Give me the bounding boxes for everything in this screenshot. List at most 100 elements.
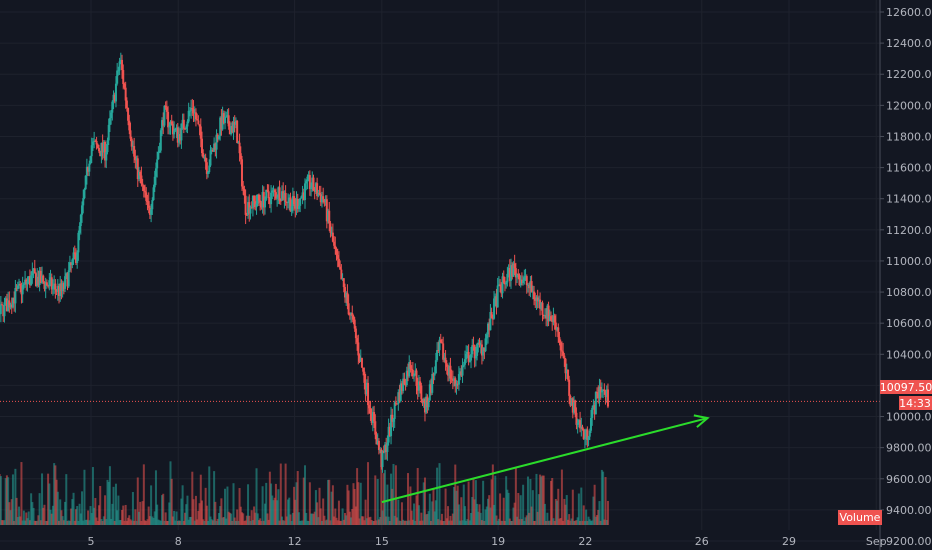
volume-bar bbox=[485, 506, 488, 525]
volume-bar bbox=[319, 508, 322, 525]
candle-body bbox=[290, 206, 293, 212]
candle-body bbox=[391, 414, 394, 422]
volume-bar bbox=[274, 483, 277, 525]
candle-body bbox=[589, 417, 592, 431]
candle-body bbox=[272, 190, 275, 192]
candle-body bbox=[267, 191, 270, 199]
volume-bar bbox=[382, 473, 385, 525]
candle-body bbox=[163, 105, 166, 126]
candle-body bbox=[287, 201, 290, 203]
volume-bar bbox=[205, 505, 208, 525]
volume-bar bbox=[535, 473, 538, 525]
candle-body bbox=[174, 128, 177, 131]
volume-bar bbox=[450, 520, 453, 525]
candle-body bbox=[382, 451, 385, 453]
volume-bar bbox=[288, 497, 291, 525]
candle-body bbox=[442, 343, 445, 360]
volume-bar bbox=[230, 513, 233, 525]
volume-bar bbox=[197, 510, 200, 525]
volume-bar bbox=[7, 477, 10, 525]
volume-bar bbox=[505, 476, 508, 525]
volume-bar bbox=[564, 504, 567, 525]
volume-bar bbox=[470, 512, 473, 525]
candle-body bbox=[337, 258, 340, 267]
volume-bar bbox=[530, 506, 533, 525]
candle-body bbox=[278, 187, 281, 201]
volume-bar bbox=[306, 520, 309, 525]
volume-bar bbox=[24, 520, 27, 525]
candle-body bbox=[169, 121, 172, 127]
volume-bar bbox=[150, 485, 153, 525]
candle-body bbox=[150, 209, 153, 215]
volume-bar bbox=[228, 512, 231, 525]
candle-body bbox=[350, 312, 353, 315]
volume-bar bbox=[587, 516, 590, 525]
volume-bar bbox=[1, 520, 4, 525]
candle-body bbox=[268, 198, 271, 205]
candle-body bbox=[306, 176, 309, 182]
candle-body bbox=[419, 381, 422, 386]
candle-body bbox=[142, 185, 145, 191]
volume-bar bbox=[354, 506, 357, 525]
volume-bar bbox=[257, 520, 260, 525]
volume-bar bbox=[374, 475, 377, 525]
candle-body bbox=[336, 255, 339, 259]
volume-bar bbox=[154, 470, 157, 525]
candle-body bbox=[485, 334, 488, 339]
volume-bar bbox=[102, 516, 105, 525]
candle-body bbox=[16, 285, 19, 289]
candle-body bbox=[114, 83, 117, 102]
volume-bar bbox=[94, 497, 97, 525]
y-tick-label: 12000.00 bbox=[886, 99, 932, 112]
volume-bar bbox=[440, 513, 443, 525]
volume-bar bbox=[318, 487, 321, 525]
volume-bar bbox=[357, 482, 360, 525]
volume-bar bbox=[352, 483, 355, 525]
volume-bar bbox=[394, 465, 397, 525]
candle-body bbox=[569, 395, 572, 406]
volume-bar bbox=[4, 478, 7, 525]
candle-body bbox=[177, 134, 180, 143]
volume-bar bbox=[48, 483, 51, 525]
candle-body bbox=[270, 192, 273, 205]
volume-bar bbox=[285, 516, 288, 525]
volume-bar bbox=[520, 519, 523, 525]
volume-bar bbox=[83, 469, 86, 525]
candle-body bbox=[397, 392, 400, 405]
volume-bar bbox=[346, 484, 349, 525]
volume-bar bbox=[495, 515, 498, 525]
volume-bar bbox=[239, 506, 242, 525]
volume-bar bbox=[261, 486, 264, 525]
volume-bar bbox=[202, 519, 205, 525]
candle-body bbox=[42, 275, 45, 282]
candle-body bbox=[76, 252, 79, 263]
volume-bar bbox=[177, 520, 180, 525]
volume-bar bbox=[234, 520, 237, 525]
volume-bar bbox=[559, 517, 562, 525]
candle-body bbox=[48, 280, 51, 287]
candle-body bbox=[8, 300, 11, 308]
volume-bar bbox=[152, 517, 155, 525]
candle-body bbox=[416, 385, 419, 391]
candle-body bbox=[71, 259, 74, 266]
volume-bar bbox=[162, 493, 165, 525]
price-axis-panel[interactable] bbox=[880, 0, 932, 550]
candle-body bbox=[38, 270, 41, 286]
volume-bar bbox=[190, 516, 193, 525]
candle-body bbox=[211, 149, 214, 152]
candle-body bbox=[232, 122, 235, 133]
candle-body bbox=[221, 113, 224, 130]
candle-body bbox=[24, 279, 27, 284]
volume-bar bbox=[431, 501, 434, 525]
volume-bar bbox=[60, 510, 63, 525]
volume-bar bbox=[271, 495, 274, 525]
candle-body bbox=[328, 210, 331, 224]
candle-body bbox=[530, 281, 533, 293]
candle-body bbox=[201, 138, 204, 154]
candle-body bbox=[411, 369, 414, 377]
candle-body bbox=[368, 405, 371, 409]
volume-bar bbox=[409, 486, 412, 525]
volume-bar bbox=[193, 520, 196, 525]
candle-body bbox=[375, 434, 378, 445]
volume-bar bbox=[565, 495, 568, 525]
